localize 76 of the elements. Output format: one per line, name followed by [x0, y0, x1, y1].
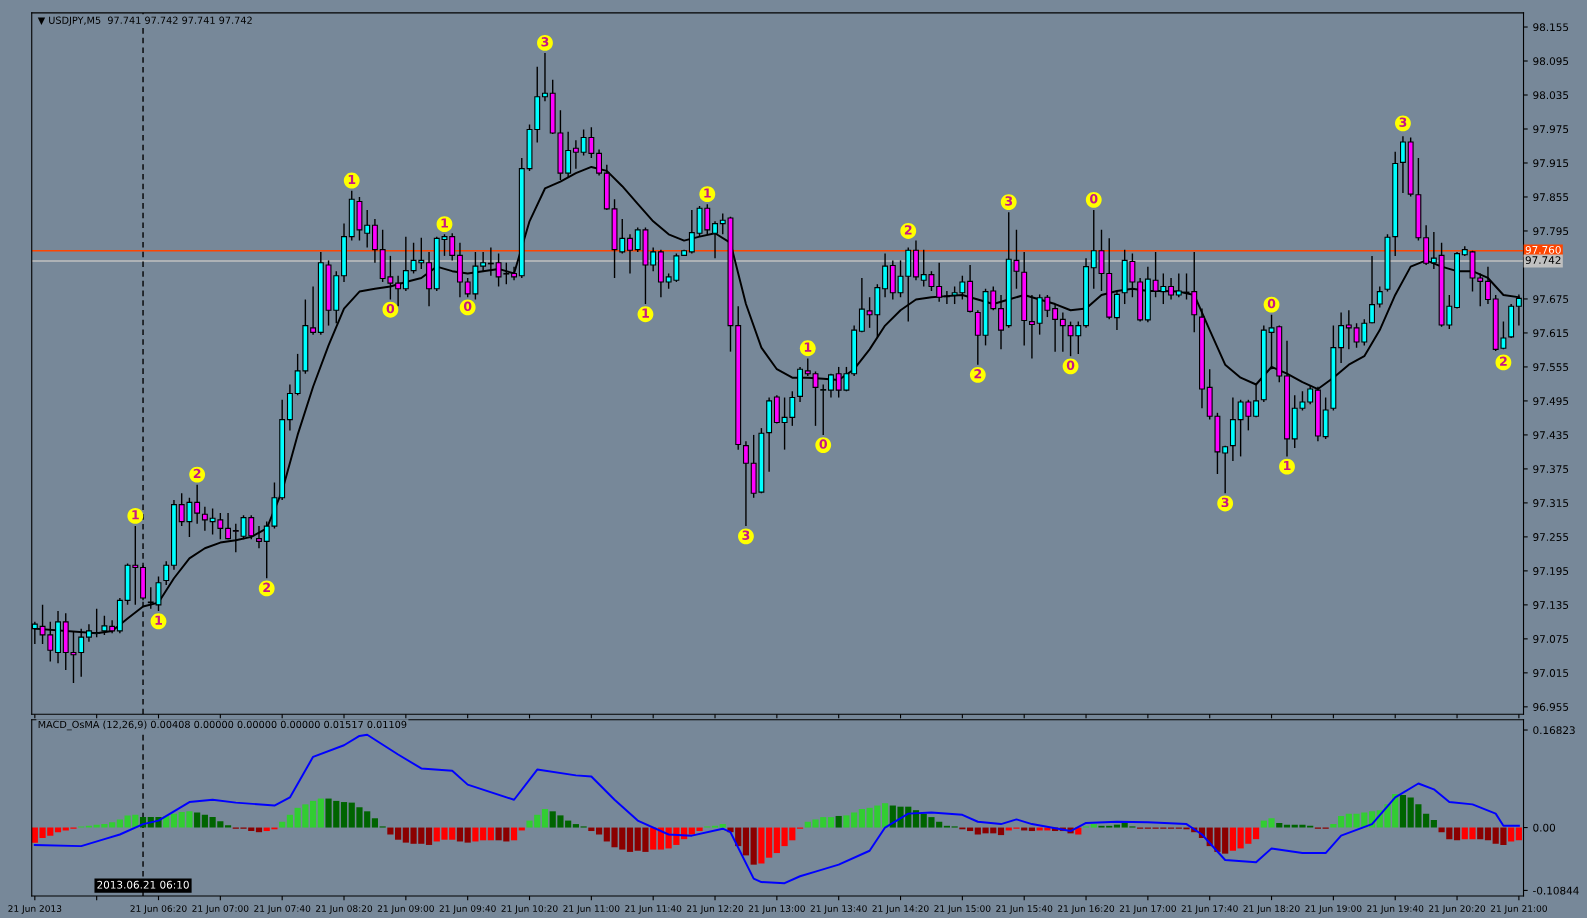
x-tick-label: 21 Jun 16:20	[1058, 905, 1115, 914]
x-tick-label: 21 Jun 09:40	[439, 905, 496, 914]
y-tick-label: -0.10844	[1533, 886, 1579, 895]
ref-line-label: 97.742	[1525, 256, 1561, 265]
y-tick-label: 97.435	[1533, 431, 1569, 440]
y-tick-label: 97.615	[1533, 329, 1569, 338]
x-tick-label: 21 Jun 15:00	[934, 905, 991, 914]
chart-title: MACD_OsMA (12,26,9) 0.00408 0.00000 0.00000 0.00000 0.01517 0.01109	[38, 720, 407, 731]
annotation: 2	[904, 225, 912, 235]
y-tick-label: 97.195	[1533, 567, 1569, 575]
chart-title: ▼ USDJPY,M5 97.741 97.742 97.741 97.742	[37, 16, 252, 26]
y-tick-label: 97.915	[1533, 159, 1569, 168]
y-tick-label: 97.675	[1533, 295, 1569, 304]
y-tick-label: 97.375	[1533, 465, 1569, 474]
annotation: 0	[1267, 298, 1276, 309]
x-tick-label: 21 Jun 13:40	[810, 905, 867, 914]
annotation: 2	[974, 369, 982, 379]
x-tick-label: 21 Jun 07:40	[254, 905, 311, 914]
annotation: 2	[193, 468, 201, 479]
y-tick-label: 98.035	[1533, 91, 1569, 100]
annotation: 0	[1066, 360, 1075, 370]
y-tick-label: 97.795	[1533, 227, 1569, 236]
y-tick-label: 97.015	[1533, 669, 1569, 677]
x-tick-label: 21 Jun 08:20	[316, 905, 373, 914]
annotation: 1	[155, 615, 162, 625]
x-tick-label: 21 Jun 09:00	[377, 905, 434, 914]
y-tick-label: 97.135	[1533, 601, 1569, 609]
y-tick-label: 0.00	[1533, 823, 1556, 832]
annotation: 1	[1284, 460, 1291, 471]
annotation: 1	[441, 218, 448, 228]
y-tick-label: 96.955	[1533, 703, 1569, 711]
annotation: 0	[463, 301, 472, 312]
annotation: 2	[1500, 356, 1507, 366]
annotation: 2	[263, 582, 270, 592]
y-tick-label: 97.555	[1533, 363, 1569, 372]
x-tick-label: 21 Jun 07:00	[192, 905, 249, 914]
x-tick-label: 21 Jun 13:00	[748, 905, 805, 914]
x-tick-label: 21 Jun 15:40	[996, 905, 1053, 914]
y-tick-label: 98.155	[1533, 23, 1569, 32]
annotation: 3	[1005, 196, 1013, 206]
x-tick-label: 21 Jun 11:00	[563, 905, 620, 914]
x-tick-label: 21 Jun 20:20	[1429, 905, 1486, 914]
annotation: 1	[704, 188, 711, 198]
annotation: 1	[642, 308, 649, 318]
x-tick-label: 21 Jun 14:20	[872, 905, 929, 914]
y-tick-label: 97.855	[1533, 193, 1569, 202]
y-tick-label: 97.255	[1533, 533, 1569, 541]
x-tick-label: 21 Jun 19:00	[1305, 905, 1362, 914]
annotation: 1	[804, 342, 812, 352]
annotation: 1	[348, 174, 356, 184]
x-tick-label: 21 Jun 17:00	[1119, 905, 1176, 914]
annotation: 3	[541, 37, 549, 47]
x-tick-label: 21 Jun 17:40	[1181, 905, 1238, 914]
x-tick-label: 21 Jun 18:20	[1243, 905, 1300, 914]
y-tick-label: 97.075	[1533, 635, 1569, 643]
annotation: 0	[1090, 193, 1098, 204]
annotation: 1	[132, 510, 139, 520]
y-tick-label: 97.495	[1533, 397, 1569, 406]
x-tick-label: 21 Jun 19:40	[1367, 905, 1424, 914]
x-tick-label: 21 Jun 2013	[8, 905, 62, 914]
y-tick-label: 97.975	[1533, 125, 1569, 134]
x-tick-label: 21 Jun 10:20	[501, 905, 558, 914]
annotation: 3	[1221, 497, 1229, 508]
annotation: 0	[819, 439, 827, 449]
y-tick-label: 98.095	[1533, 57, 1569, 66]
x-tick-label: 21 Jun 06:20	[130, 905, 187, 914]
y-tick-label: 97.315	[1533, 499, 1569, 507]
y-tick-label: 0.16823	[1533, 726, 1575, 735]
annotation: 3	[1399, 117, 1407, 127]
x-tick-label: 21 Jun 11:40	[625, 905, 682, 914]
ref-line-label: 97.760	[1525, 245, 1561, 254]
x-tick-label: 21 Jun 21:00	[1490, 905, 1547, 914]
x-tick-label: 21 Jun 12:20	[687, 905, 744, 914]
annotation: 0	[386, 303, 395, 314]
annotation: 3	[742, 530, 750, 540]
ref-line-label: 2013.06.21 06:10	[97, 880, 189, 889]
